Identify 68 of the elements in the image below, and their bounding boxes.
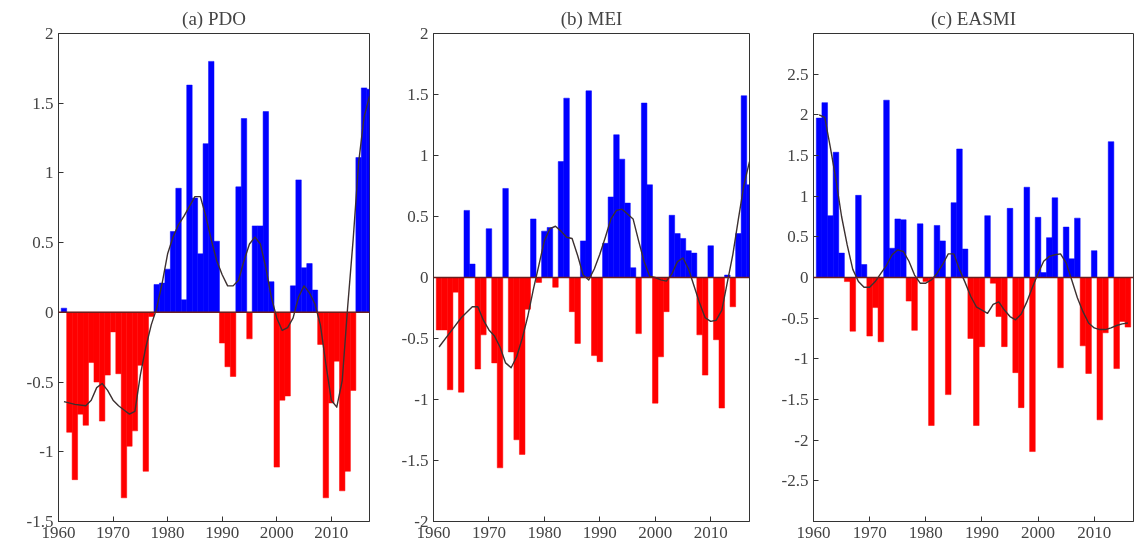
y-tick-label: 0.5 <box>407 207 429 226</box>
x-tick-label: 1970 <box>852 522 887 542</box>
bar <box>1057 277 1064 369</box>
bar <box>502 188 509 278</box>
chart-title: (c) EASMI <box>931 7 1016 30</box>
chart-title: (b) MEI <box>560 7 623 30</box>
bar <box>1091 250 1098 278</box>
bar <box>945 277 952 395</box>
x-tick-label: 1970 <box>471 522 506 542</box>
bar <box>1107 141 1115 278</box>
x-tick-label: 2000 <box>638 522 673 542</box>
bar <box>1023 186 1030 278</box>
y-tick-label: 0.5 <box>787 227 809 247</box>
y-tick-label: 2.5 <box>787 64 809 84</box>
x-tick-label: 1990 <box>964 522 999 542</box>
bar <box>1063 226 1070 278</box>
x-tick-label: 1970 <box>96 522 131 542</box>
y-tick-label: -1 <box>794 349 809 369</box>
bar <box>917 223 924 278</box>
bar <box>707 245 714 278</box>
x-tick-label: 2010 <box>1077 522 1112 542</box>
bar <box>1006 208 1014 278</box>
y-tick-label: 1.5 <box>787 146 809 165</box>
y-tick-label: 0 <box>45 302 54 322</box>
y-tick-label: 1.5 <box>32 93 54 113</box>
x-tick-label: 1980 <box>908 522 943 542</box>
y-tick-label: -1.5 <box>401 451 429 470</box>
chart-title: (a) PDO <box>182 7 246 30</box>
x-tick-label: 2010 <box>693 522 728 542</box>
y-tick-label: -2.5 <box>781 471 809 491</box>
bar <box>729 277 736 308</box>
x-tick-label: 2000 <box>1021 522 1056 542</box>
y-tick-label: 1 <box>45 163 54 183</box>
y-tick-label: 1.5 <box>407 85 429 104</box>
y-tick-label: -1.5 <box>781 390 809 409</box>
y-tick-label: -2 <box>794 430 809 450</box>
y-tick-label: -0.5 <box>401 329 429 348</box>
y-tick-label: -1 <box>39 442 54 462</box>
x-tick-label: 2000 <box>259 522 294 542</box>
y-tick-label: 2 <box>45 24 54 43</box>
y-tick-label: 2 <box>420 24 429 43</box>
bar <box>866 277 873 337</box>
y-tick-label: -0.5 <box>26 372 54 392</box>
x-tick-label: 1960 <box>796 522 831 542</box>
x-tick-label: 1990 <box>582 522 617 542</box>
bar <box>1035 217 1042 278</box>
y-tick-label: 2 <box>800 105 809 125</box>
bar <box>1113 277 1120 369</box>
bar <box>530 218 537 278</box>
x-tick-label: 1990 <box>205 522 240 542</box>
y-tick-label: 0 <box>800 268 809 287</box>
y-tick-label: 1 <box>800 186 809 206</box>
bar <box>552 277 559 288</box>
bar <box>883 99 890 278</box>
bar <box>984 215 991 278</box>
bar <box>485 228 492 278</box>
bar <box>635 277 642 334</box>
x-tick-label: 1980 <box>527 522 562 542</box>
y-tick-label: -0.5 <box>781 308 809 328</box>
y-tick-label: -1 <box>414 390 429 409</box>
line-series <box>63 95 370 415</box>
x-tick-label: 1980 <box>150 522 185 542</box>
bar <box>1029 277 1036 452</box>
y-tick-label: 0.5 <box>32 233 54 253</box>
y-tick-label: 0 <box>420 268 429 287</box>
x-tick-label: 2010 <box>314 522 349 542</box>
bar <box>246 312 253 340</box>
y-tick-label: 1 <box>420 146 429 165</box>
